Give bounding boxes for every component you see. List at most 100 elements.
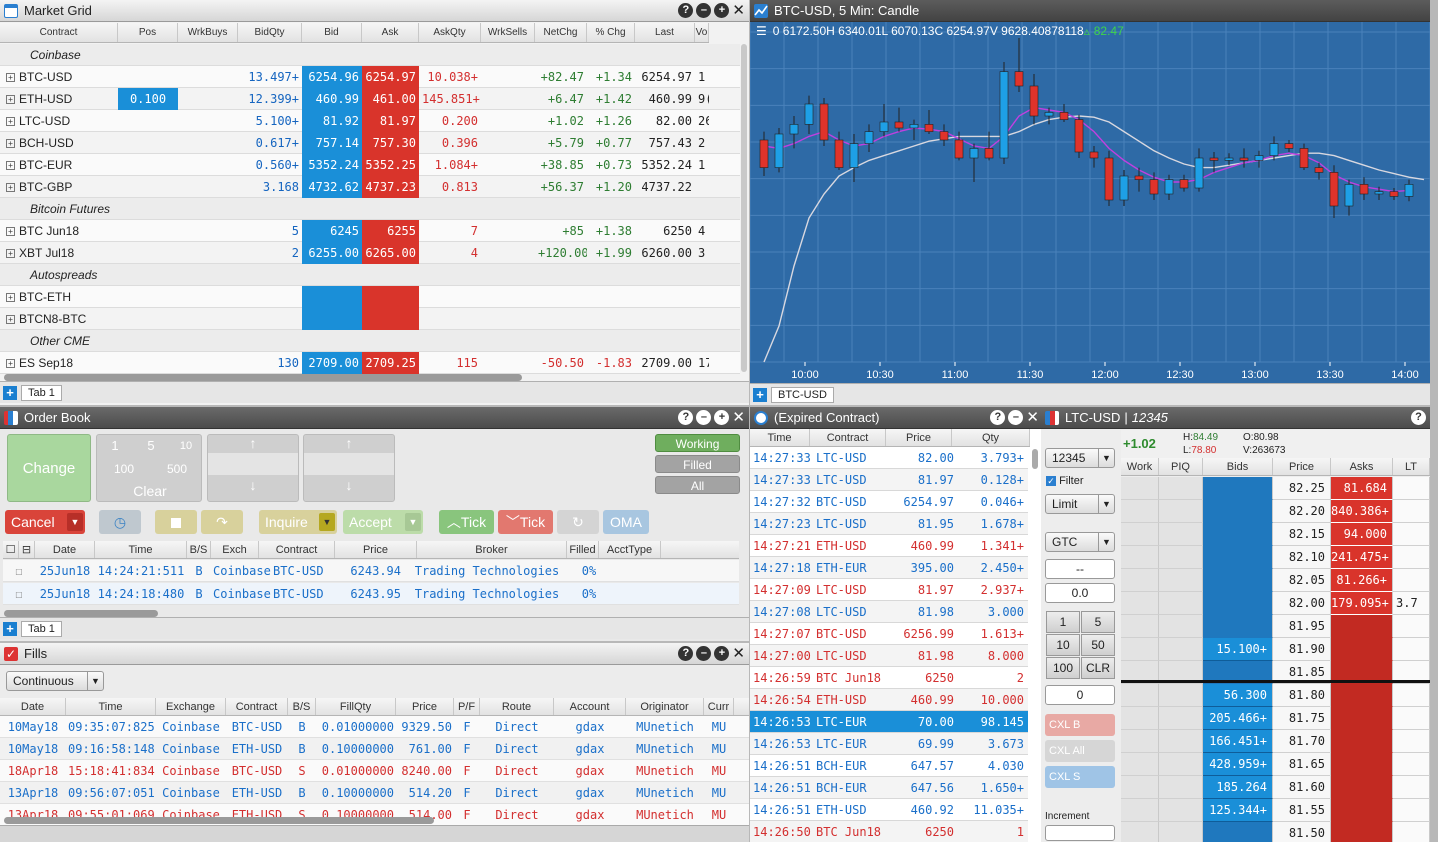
minimize-icon[interactable]: – — [696, 410, 712, 425]
qty-100-button[interactable]: 100 — [1046, 657, 1080, 679]
trade-row[interactable]: 14:27:33 LTC-USD 82.00 3.793+ — [750, 447, 1028, 469]
trade-row[interactable]: 14:27:09 LTC-USD 81.97 2.937+ — [750, 579, 1028, 601]
price-cell[interactable]: 81.85 — [1273, 661, 1331, 684]
ask-cell[interactable] — [1331, 799, 1393, 822]
column-header-time[interactable]: Time — [95, 541, 187, 558]
help-icon[interactable]: ? — [1411, 410, 1426, 425]
trade-row[interactable]: 14:27:32 BTC-USD 6254.97 0.046+ — [750, 491, 1028, 513]
contract-cell[interactable]: + ETH-USD — [0, 88, 118, 110]
contract-cell[interactable]: + BTCN8-BTC — [0, 308, 118, 330]
ask-cell[interactable] — [1331, 684, 1393, 707]
price-cell[interactable]: 82.00 — [1273, 592, 1331, 615]
trade-row[interactable]: 14:27:07 BTC-USD 6256.99 1.613+ — [750, 623, 1028, 645]
trade-row[interactable]: 14:26:53 LTC-EUR 70.00 98.145 — [750, 711, 1028, 733]
close-icon[interactable]: ✕ — [732, 409, 745, 426]
help-icon[interactable]: ? — [678, 3, 694, 18]
price-field[interactable] — [208, 453, 298, 475]
ask-cell[interactable]: 840.386+ — [1331, 500, 1393, 523]
column-header-contract[interactable]: Contract — [810, 429, 886, 446]
ladder-row[interactable]: 185.264 81.60 — [1121, 776, 1430, 799]
column-header-bids[interactable]: Bids — [1203, 458, 1273, 475]
working-filter-button[interactable]: Working — [655, 434, 740, 452]
maximize-icon[interactable]: + — [714, 3, 730, 18]
price-cell[interactable]: 82.15 — [1273, 523, 1331, 546]
contract-cell[interactable]: + BTC-EUR — [0, 154, 118, 176]
column-header-filled[interactable]: Filled — [567, 541, 599, 558]
column-header-pos[interactable]: Pos — [118, 23, 178, 42]
column-header-qty[interactable]: Qty — [952, 429, 1030, 446]
qty-50-button[interactable]: 50 — [1081, 634, 1115, 656]
expand-icon[interactable]: + — [6, 358, 15, 368]
bid-cell[interactable]: 166.451+ — [1203, 730, 1273, 753]
price-cell[interactable]: 82.20 — [1273, 500, 1331, 523]
fill-row[interactable]: 10May18 09:35:07:825 Coinbase BTC-USD B 0.010… — [0, 716, 749, 738]
ask-cell[interactable] — [1331, 753, 1393, 776]
order-type-select[interactable]: Limit ▼ — [1045, 494, 1115, 514]
column-header-pf[interactable]: P/F — [454, 698, 480, 715]
trade-row[interactable]: 14:27:18 ETH-EUR 395.00 2.450+ — [750, 557, 1028, 579]
bid-cell[interactable]: 428.959+ — [1203, 753, 1273, 776]
column-header-askqty[interactable]: AskQty — [419, 23, 481, 42]
row-checkbox[interactable]: ☐ — [15, 586, 23, 601]
trade-row[interactable]: 14:27:23 LTC-USD 81.95 1.678+ — [750, 513, 1028, 535]
column-header-time[interactable]: Time — [66, 698, 156, 715]
cancel-all-button[interactable]: CXL All — [1045, 740, 1115, 762]
bid-cell[interactable] — [1203, 661, 1273, 684]
expand-icon[interactable]: + — [6, 72, 15, 82]
work-cell[interactable] — [1121, 822, 1159, 842]
chevron-down-icon[interactable]: ▼ — [405, 513, 421, 531]
column-header-wrkbuys[interactable]: WrkBuys — [178, 23, 238, 42]
bid-cell[interactable] — [1203, 592, 1273, 615]
qty-field[interactable] — [304, 453, 394, 475]
column-header-price[interactable]: Price — [886, 429, 952, 446]
column-header-price[interactable]: Price — [1273, 458, 1331, 475]
ladder-titlebar[interactable]: LTC-USD | 12345 ? — [1041, 407, 1430, 429]
chevron-down-icon[interactable]: ▼ — [67, 513, 83, 531]
trade-row[interactable]: 14:26:51 BCH-EUR 647.57 4.030 — [750, 755, 1028, 777]
bid-cell[interactable]: 5352.24 — [302, 153, 362, 176]
price-cell[interactable]: 81.80 — [1273, 684, 1331, 707]
expand-icon[interactable]: + — [6, 138, 15, 148]
column-header-date[interactable]: Date — [35, 541, 95, 558]
bid-cell[interactable]: 185.264 — [1203, 776, 1273, 799]
close-icon[interactable]: ✕ — [732, 2, 745, 19]
order-book-titlebar[interactable]: Order Book ? – + ✕ — [0, 407, 749, 429]
column-header-contract[interactable]: Contract — [226, 698, 288, 715]
contract-cell[interactable]: + BTC-USD — [0, 66, 118, 88]
ask-cell[interactable] — [1331, 615, 1393, 638]
order-row[interactable]: ☐ 25Jun18 14:24:21:511 B Coinbase BTC-USD 6243… — [3, 560, 739, 582]
work-cell[interactable] — [1121, 799, 1159, 822]
qty-5-button[interactable]: 5 — [1081, 611, 1115, 633]
ask-cell[interactable]: 81.684 — [1331, 477, 1393, 500]
contract-cell[interactable]: + XBT Jul18 — [0, 242, 118, 264]
help-icon[interactable]: ? — [678, 646, 694, 661]
add-tab-button[interactable]: + — [3, 385, 17, 400]
ladder-row[interactable]: 82.05 81.266+ — [1121, 569, 1430, 592]
grid-row[interactable]: + ETH-USD 0.100 12.399+ 460.99 461.00 145.851+… — [0, 87, 740, 110]
qty-button-10[interactable]: 10 — [179, 440, 193, 452]
ask-cell[interactable]: 81.97 — [362, 109, 419, 132]
bid-cell[interactable]: 205.466+ — [1203, 707, 1273, 730]
ask-cell[interactable]: 6254.97 — [362, 65, 419, 88]
market-grid-titlebar[interactable]: Market Grid ? – + ✕ — [0, 0, 749, 22]
column-header-lt[interactable]: LT — [1393, 458, 1430, 475]
column-header-route[interactable]: Route — [480, 698, 554, 715]
trade-row[interactable]: 14:27:21 ETH-USD 460.99 1.341+ — [750, 535, 1028, 557]
bid-cell[interactable] — [1203, 822, 1273, 842]
price-cell[interactable]: 81.70 — [1273, 730, 1331, 753]
expand-icon[interactable]: + — [6, 226, 15, 236]
trade-row[interactable]: 14:27:33 LTC-USD 81.97 0.128+ — [750, 469, 1028, 491]
close-icon[interactable]: ✕ — [1026, 409, 1039, 426]
trade-row[interactable]: 14:27:00 LTC-USD 81.98 8.000 — [750, 645, 1028, 667]
ladder-row[interactable]: 166.451+ 81.70 — [1121, 730, 1430, 753]
chart-tab-btcusd[interactable]: BTC-USD — [771, 386, 834, 403]
tick-up-button[interactable]: ︿Tick — [439, 510, 494, 534]
column-header-last[interactable]: Last — [635, 23, 695, 42]
history-button[interactable]: ◷ — [99, 510, 141, 534]
filled-filter-button[interactable]: Filled — [655, 455, 740, 473]
grid-row[interactable]: + BTC Jun18 5 6245 6255 7 +85 +1.38 6250 4 — [0, 219, 740, 242]
menu-icon[interactable]: ☰ — [756, 24, 767, 38]
column-header-wrksells[interactable]: WrkSells — [481, 23, 535, 42]
ask-cell[interactable] — [1331, 661, 1393, 684]
ask-cell[interactable]: 5352.25 — [362, 153, 419, 176]
